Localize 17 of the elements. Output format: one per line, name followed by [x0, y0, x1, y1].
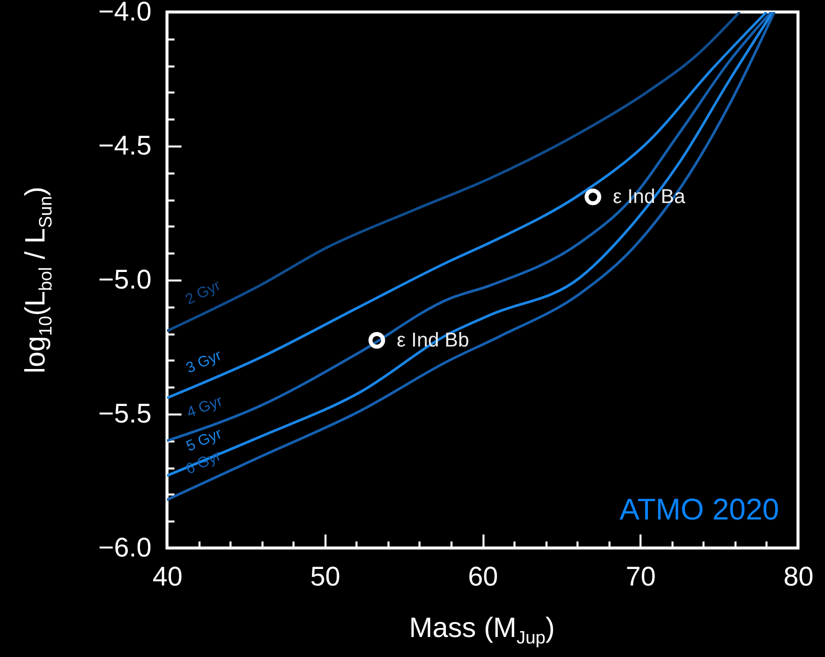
x-tick-label: 80 [783, 562, 814, 592]
series-label: ε Ind Bb [396, 329, 470, 352]
y-tick-label: −4.5 [98, 130, 152, 160]
x-axis-title: Mass (M$_{Jup}$) [409, 612, 555, 649]
line-series [167, 12, 741, 332]
x-tick-label: 40 [152, 562, 183, 592]
x-tick-label: 70 [626, 562, 656, 592]
text: 2 Gyr [182, 276, 224, 308]
x-tick-label: 50 [310, 562, 340, 592]
y-tick-label: −4.0 [98, 0, 152, 26]
y-tick-label: −6.0 [98, 532, 152, 562]
y-tick-label: −5.0 [98, 264, 152, 294]
text: 3 Gyr [184, 346, 224, 377]
text: 4 Gyr [184, 392, 225, 422]
x-tick-label: 60 [468, 562, 498, 592]
annotation: ATMO 2020 [620, 493, 780, 526]
y-tick-label: −5.5 [98, 398, 152, 428]
